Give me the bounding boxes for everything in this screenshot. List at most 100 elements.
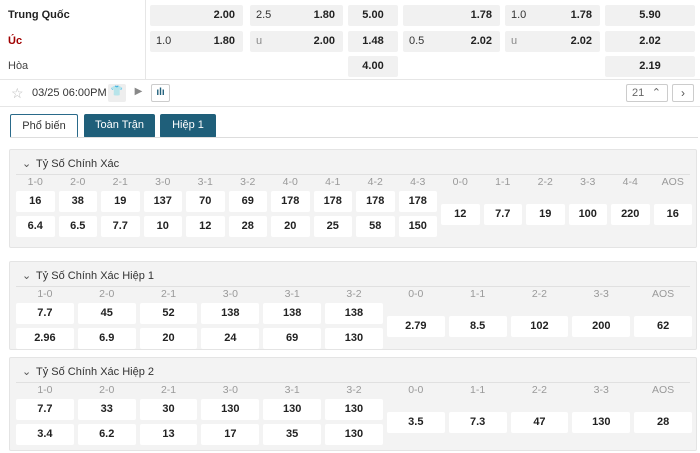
score-odds-cell[interactable]: 7.7 — [16, 303, 74, 324]
draw-row: Hòa 4.00 2.19 — [0, 56, 700, 78]
home-1x2-h1-cell[interactable]: 5.90 — [605, 5, 695, 26]
score-odds-cell[interactable]: 6.4 — [16, 216, 55, 237]
score-odds-cell[interactable]: 7.3 — [448, 412, 507, 433]
score-odds-cell[interactable]: 138 — [201, 303, 260, 324]
section-header[interactable]: ⌄ Tỷ Số Chính Xác Hiệp 1 — [22, 269, 154, 282]
score-odds-cell[interactable]: 12 — [186, 216, 225, 237]
home-handicap-h1-cell[interactable]: 1.78 — [403, 5, 500, 26]
score-odds-cell[interactable]: 102 — [510, 316, 569, 337]
away-over-under-h1-cell[interactable]: u 2.02 — [505, 31, 600, 52]
score-odds-cell[interactable]: 138 — [325, 303, 383, 324]
tab-hiep-1[interactable]: Hiệp 1 — [160, 114, 216, 138]
home-over-under-cell[interactable]: 2.5 1.80 — [250, 5, 343, 26]
tab-toan-tran[interactable]: Toàn Trận — [84, 114, 155, 138]
score-odds-cell[interactable]: 62 — [634, 316, 692, 337]
score-odds-cell[interactable]: 130 — [325, 328, 383, 349]
score-odds-cell[interactable]: 2.96 — [16, 328, 74, 349]
score-label: 0-0 — [408, 384, 424, 396]
section-header[interactable]: ⌄ Tỷ Số Chính Xác — [22, 157, 119, 170]
score-odds-cell[interactable]: 45 — [77, 303, 136, 324]
score-odds-cell[interactable]: 178 — [356, 191, 395, 212]
score-odds-cell[interactable]: 69 — [228, 191, 267, 212]
away-1x2-cell[interactable]: 1.48 — [348, 31, 398, 52]
score-odds-cell[interactable]: 19 — [101, 191, 140, 212]
tab-pho-bien[interactable]: Phổ biến — [10, 114, 78, 138]
score-odds-cell[interactable]: 130 — [572, 412, 631, 433]
play-icon[interactable]: ▶ — [130, 84, 147, 102]
score-odds-cell[interactable]: 7.7 — [101, 216, 140, 237]
score-odds-cell[interactable]: 33 — [77, 399, 136, 420]
score-column: AOS 28 — [632, 384, 694, 446]
score-odds-cell[interactable]: 6.9 — [77, 328, 136, 349]
star-icon[interactable]: ☆ — [11, 85, 24, 101]
score-label: 0-0 — [408, 288, 424, 300]
score-odds-cell[interactable]: 16 — [16, 191, 55, 212]
draw-1x2-cell[interactable]: 4.00 — [348, 56, 398, 77]
jersey-icon[interactable]: 👕 — [108, 84, 126, 102]
home-1x2-cell[interactable]: 5.00 — [348, 5, 398, 26]
score-odds-cell[interactable]: 17 — [201, 424, 260, 445]
more-markets-button[interactable]: 21 ⌃ — [626, 84, 668, 102]
score-odds-cell[interactable]: 2.79 — [386, 316, 445, 337]
score-odds-cell[interactable]: 7.7 — [16, 399, 74, 420]
score-label: 1-1 — [495, 176, 511, 188]
score-odds-cell[interactable]: 13 — [139, 424, 198, 445]
score-column: 1-1 7.7 — [482, 176, 525, 238]
score-odds-cell[interactable]: 3.5 — [386, 412, 445, 433]
score-odds-cell[interactable]: 16 — [653, 204, 692, 225]
score-odds-cell[interactable]: 3.4 — [16, 424, 74, 445]
score-odds-cell[interactable]: 38 — [58, 191, 97, 212]
stats-icon[interactable]: ılı — [151, 84, 170, 102]
score-odds-cell[interactable]: 6.5 — [58, 216, 97, 237]
score-odds-cell[interactable]: 200 — [572, 316, 631, 337]
score-odds-cell[interactable]: 20 — [271, 216, 310, 237]
score-odds-cell[interactable]: 7.7 — [483, 204, 522, 225]
score-odds-cell[interactable]: 28 — [634, 412, 692, 433]
home-handicap-cell[interactable]: 2.00 — [150, 5, 243, 26]
score-odds-cell[interactable]: 58 — [356, 216, 395, 237]
chevron-down-icon: ⌄ — [22, 158, 32, 170]
score-odds-cell[interactable]: 20 — [139, 328, 198, 349]
chevron-right-icon[interactable]: › — [672, 84, 694, 102]
score-odds-cell[interactable]: 47 — [510, 412, 569, 433]
score-odds-cell[interactable]: 35 — [263, 424, 322, 445]
score-odds-cell[interactable]: 70 — [186, 191, 225, 212]
divider — [16, 382, 690, 383]
score-odds-cell[interactable]: 10 — [143, 216, 182, 237]
score-odds-cell[interactable]: 150 — [398, 216, 437, 237]
score-odds-cell[interactable]: 28 — [228, 216, 267, 237]
score-odds-cell[interactable]: 130 — [325, 424, 383, 445]
score-odds-cell[interactable]: 25 — [313, 216, 352, 237]
score-odds-cell[interactable]: 8.5 — [448, 316, 507, 337]
score-odds-cell[interactable]: 30 — [139, 399, 198, 420]
away-handicap-cell[interactable]: 1.0 1.80 — [150, 31, 243, 52]
away-over-under-cell[interactable]: u 2.00 — [250, 31, 343, 52]
score-odds-cell[interactable]: 6.2 — [77, 424, 136, 445]
score-odds-cell[interactable]: 12 — [441, 204, 480, 225]
score-odds-cell[interactable]: 130 — [263, 399, 322, 420]
odds-value: 2.00 — [213, 9, 235, 21]
score-odds-cell[interactable]: 178 — [271, 191, 310, 212]
score-odds-cell[interactable]: 178 — [398, 191, 437, 212]
line-value: u — [256, 35, 263, 47]
score-odds-cell[interactable]: 178 — [313, 191, 352, 212]
score-odds-cell[interactable]: 24 — [201, 328, 260, 349]
score-odds-cell[interactable]: 19 — [526, 204, 565, 225]
score-odds-cell[interactable]: 220 — [611, 204, 650, 225]
home-team-name: Trung Quốc — [8, 9, 70, 21]
score-odds-cell[interactable]: 130 — [325, 399, 383, 420]
score-label: 2-1 — [160, 288, 177, 300]
score-column: 3-3 200 — [570, 288, 632, 350]
score-odds-cell[interactable]: 137 — [143, 191, 182, 212]
draw-1x2-h1-cell[interactable]: 2.19 — [605, 56, 695, 77]
away-handicap-h1-cell[interactable]: 0.5 2.02 — [403, 31, 500, 52]
score-odds-cell[interactable]: 138 — [263, 303, 322, 324]
score-odds-cell[interactable]: 130 — [201, 399, 260, 420]
score-odds-cell[interactable]: 52 — [139, 303, 198, 324]
away-1x2-h1-cell[interactable]: 2.02 — [605, 31, 695, 52]
score-odds-cell[interactable]: 100 — [568, 204, 607, 225]
home-over-under-h1-cell[interactable]: 1.0 1.78 — [505, 5, 600, 26]
score-column: 3-1 70 12 — [184, 176, 227, 238]
score-odds-cell[interactable]: 69 — [263, 328, 322, 349]
section-header[interactable]: ⌄ Tỷ Số Chính Xác Hiệp 2 — [22, 365, 154, 378]
